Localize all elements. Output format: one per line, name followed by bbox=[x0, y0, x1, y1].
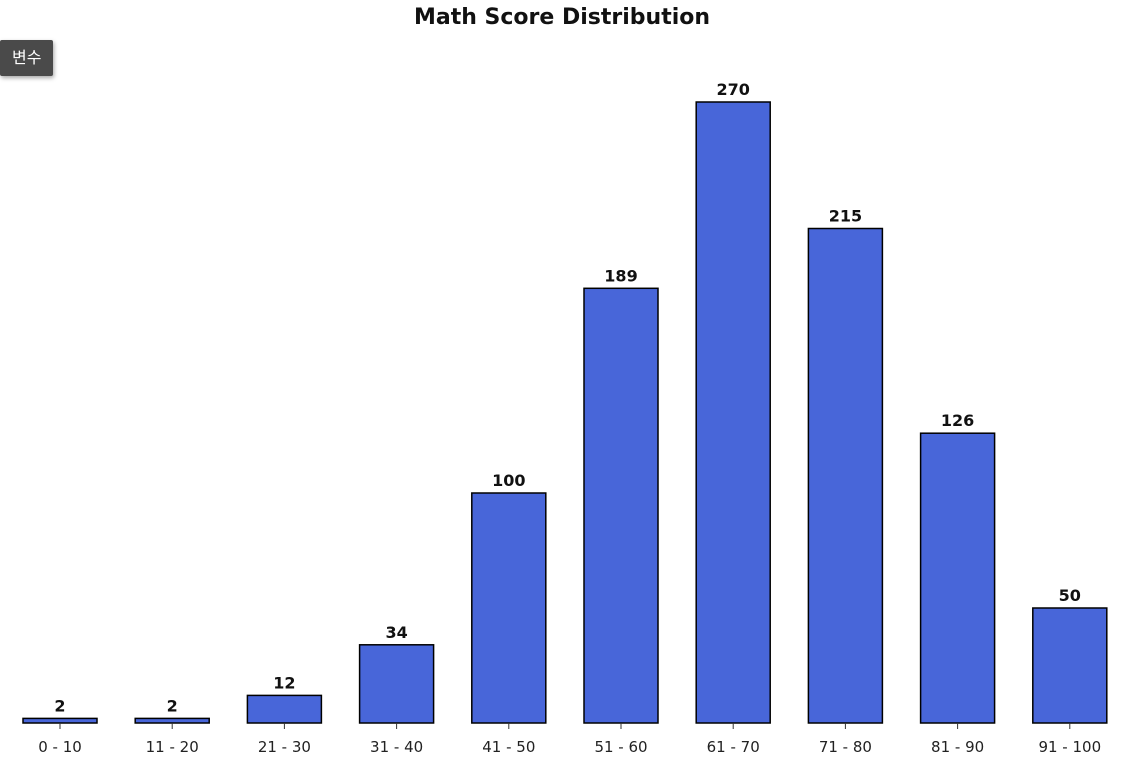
x-tick-label: 21 - 30 bbox=[258, 738, 311, 756]
bar-91-100 bbox=[1032, 607, 1108, 724]
x-tick-label: 0 - 10 bbox=[38, 738, 82, 756]
bar-value-label: 34 bbox=[385, 623, 407, 642]
x-tick-label: 51 - 60 bbox=[594, 738, 647, 756]
bar-21-30 bbox=[246, 694, 323, 724]
bar-81-90 bbox=[919, 432, 996, 724]
x-tick-label: 91 - 100 bbox=[1038, 738, 1101, 756]
bar-value-label: 2 bbox=[54, 696, 65, 715]
x-tick-label: 31 - 40 bbox=[370, 738, 423, 756]
x-tick-label: 71 - 80 bbox=[819, 738, 872, 756]
bars-layer bbox=[22, 101, 1108, 724]
bar-value-label: 50 bbox=[1059, 586, 1081, 605]
bar-value-label: 270 bbox=[716, 80, 749, 99]
bar-value-label: 189 bbox=[604, 266, 637, 285]
bar-value-label: 2 bbox=[167, 696, 178, 715]
bar-71-80 bbox=[807, 227, 884, 724]
x-tick-label: 81 - 90 bbox=[931, 738, 984, 756]
bar-51-60 bbox=[583, 287, 659, 724]
bar-0-10 bbox=[22, 717, 98, 724]
bar-41-50 bbox=[471, 492, 547, 724]
x-tick-label: 41 - 50 bbox=[482, 738, 535, 756]
bar-value-label: 12 bbox=[273, 673, 295, 692]
x-ticks-layer: 0 - 10 11 - 20 21 - 30 31 - 40 41 - 50 51 - 6… bbox=[38, 723, 1101, 756]
bar-value-label: 100 bbox=[492, 471, 525, 490]
bar-11-20 bbox=[134, 717, 210, 724]
value-labels-layer: 2 2 12 34 100 189 270 215 126 50 bbox=[54, 80, 1081, 715]
bar-31-40 bbox=[358, 644, 435, 724]
chart-title: Math Score Distribution bbox=[413, 5, 711, 30]
x-tick-label: 61 - 70 bbox=[707, 738, 760, 756]
bar-value-label: 215 bbox=[829, 207, 862, 226]
bar-value-label: 126 bbox=[941, 411, 974, 430]
variable-button[interactable]: 변수 bbox=[0, 40, 54, 76]
bar-61-70 bbox=[695, 101, 771, 724]
x-tick-label: 11 - 20 bbox=[146, 738, 199, 756]
